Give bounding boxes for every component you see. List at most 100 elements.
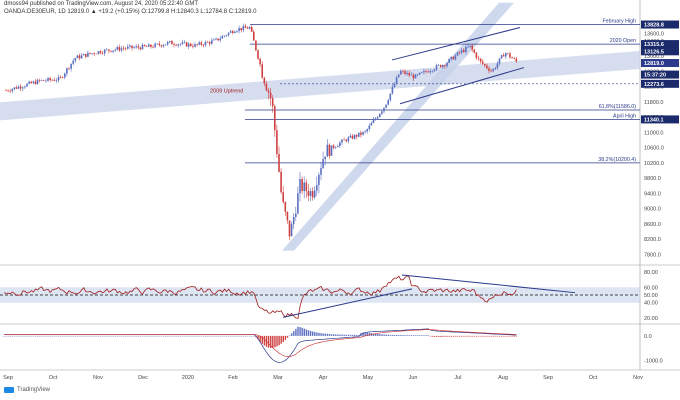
candle-body (66, 68, 68, 74)
macd-histogram-bar (13, 335, 16, 337)
candle-body (427, 71, 429, 73)
candle-body (345, 139, 347, 142)
candle-body (456, 52, 459, 56)
macd-histogram-bar (217, 335, 219, 337)
candle-body (383, 107, 385, 112)
macd-histogram-bar (425, 335, 427, 336)
price-tick-label: 7800.0 (644, 252, 661, 258)
candle-body (135, 46, 137, 48)
footer-brand: TradingView (17, 387, 51, 393)
candle-body (368, 125, 371, 130)
candle-body (59, 77, 62, 78)
rsi-pane: 20.00 40.00 50.00 60.00 80.00 (0, 270, 658, 322)
candle-body (269, 92, 272, 99)
candle-body (202, 44, 205, 46)
candle-body (194, 44, 196, 47)
candle-body (22, 87, 24, 89)
macd-histogram-bar (173, 335, 175, 337)
channel-lower-trendline (399, 67, 525, 105)
candle-body (387, 100, 389, 105)
candle-body (242, 26, 245, 31)
candle-body (49, 78, 51, 80)
candle-body (376, 117, 379, 119)
macd-histogram-bar (200, 335, 203, 337)
candle-body (442, 65, 444, 68)
macd-histogram-bar (507, 335, 509, 337)
candle-body (32, 81, 35, 84)
macd-histogram-bar (99, 335, 102, 337)
macd-histogram-bar (7, 335, 9, 337)
macd-histogram-bar (5, 335, 7, 337)
price-marker-tag (641, 40, 679, 49)
candle-body (292, 217, 295, 225)
time-axis-label: Oct (49, 375, 58, 381)
candle-body (85, 54, 87, 57)
candle-body (175, 44, 177, 46)
candle-body (240, 28, 242, 31)
candle-body (477, 57, 480, 59)
macd-histogram-bar (387, 334, 389, 336)
macd-histogram-bar (169, 335, 171, 337)
time-axis-label: Sep (543, 375, 553, 381)
candle-body (313, 190, 316, 198)
candle-body (355, 134, 358, 137)
macd-histogram-bar (110, 335, 112, 337)
macd-histogram-bar (181, 335, 184, 337)
price-tick-label: 11800.0 (644, 100, 663, 106)
candle-body (156, 43, 158, 45)
candle-body (26, 83, 28, 87)
macd-histogram-bar (406, 335, 408, 336)
price-marker-tag (641, 79, 679, 88)
candle-body (171, 40, 173, 45)
candle-body (72, 60, 74, 64)
candle-body (349, 135, 352, 138)
candle-body (395, 77, 398, 84)
price-tick-label: 9400.0 (644, 191, 661, 197)
footer[interactable]: TradingView (4, 387, 50, 393)
candle-body (248, 26, 251, 29)
candle-body (244, 26, 247, 28)
candle-body (95, 53, 98, 55)
price-tick-label: 8600.0 (644, 222, 661, 228)
macd-histogram-bar (3, 335, 5, 337)
macd-histogram-bar (511, 335, 513, 337)
price-marker-tag (641, 115, 679, 124)
macd-histogram-bar (389, 334, 392, 336)
candle-body (253, 31, 255, 41)
candle-body (173, 44, 175, 45)
macd-histogram-bar (60, 335, 62, 337)
macd-histogram-bar (78, 335, 81, 337)
candle-body (185, 42, 188, 47)
candle-body (454, 55, 457, 60)
macd-histogram-bar (175, 335, 177, 337)
candle-body (70, 63, 72, 69)
candle-body (76, 55, 79, 59)
candle-body (40, 80, 43, 81)
candle-body (295, 213, 297, 218)
macd-histogram-bar (293, 331, 295, 336)
candle-body (265, 83, 268, 91)
candle-body (221, 36, 224, 39)
macd-histogram-bar (335, 334, 337, 336)
rsi-support-trendline (282, 288, 413, 318)
macd-histogram-bar (28, 335, 30, 337)
macd-histogram-bar (326, 333, 329, 336)
macd-histogram-bar (11, 335, 14, 337)
candle-body (108, 49, 110, 51)
candle-body (488, 68, 490, 71)
candle-body (297, 193, 299, 214)
macd-histogram-bar (309, 330, 312, 336)
candle-body (316, 185, 318, 191)
time-axis-label: 2020 (182, 375, 194, 381)
candle-body (400, 71, 402, 75)
macd-histogram-bar (318, 332, 320, 336)
candle-body (169, 40, 171, 43)
candle-body (307, 190, 310, 196)
candle-body (288, 220, 291, 237)
macd-histogram-bar (209, 335, 211, 337)
macd-histogram-bar (144, 335, 146, 337)
level-label: 61.8%(11586.0) (599, 104, 637, 110)
candle-body (446, 62, 448, 67)
candle-body (183, 42, 186, 43)
